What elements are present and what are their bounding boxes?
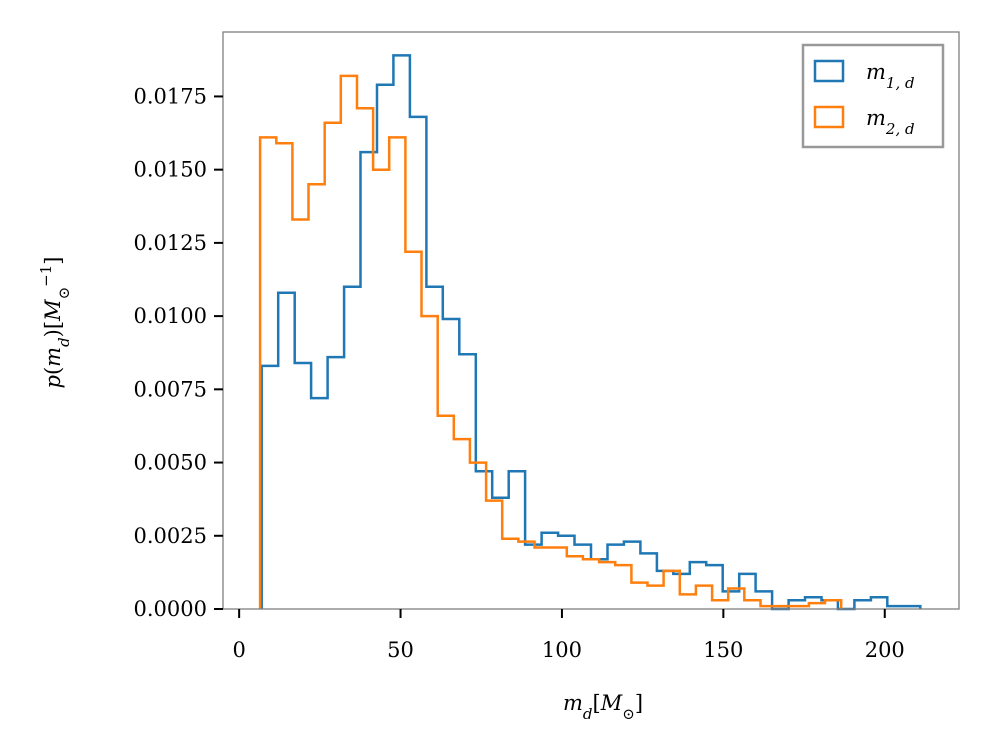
y-tick-label: 0.0125 [134, 231, 207, 255]
histogram-series-1 [260, 54, 922, 611]
y-axis-label: p(md)[M⊙−1] [37, 257, 73, 389]
y-tick-label: 0.0150 [134, 158, 207, 182]
y-tick-label: 0.0100 [134, 304, 207, 328]
x-axis-label-msun: M [600, 691, 623, 715]
y-tick-label: 0.0175 [134, 84, 207, 108]
histogram-series-2 [258, 74, 843, 609]
y-tick-label: 0.0000 [134, 597, 207, 621]
y-axis-label-main: p [41, 375, 65, 388]
x-tick-label: 100 [542, 638, 582, 662]
legend-label-m1: m1, d [866, 60, 915, 92]
x-tick-label: 50 [387, 638, 414, 662]
x-axis: 0 50 100 150 200 [232, 609, 905, 662]
series-layer [258, 54, 922, 611]
legend-swatch-m2 [813, 105, 845, 129]
plot-frame [222, 31, 960, 610]
y-axis: 0.0000 0.0025 0.0050 0.0075 0.0100 0.0125 0.01… [134, 84, 223, 621]
x-tick-label: 200 [865, 638, 905, 662]
legend-label-m2: m2, d [866, 106, 915, 138]
x-tick-label: 150 [703, 638, 743, 662]
y-tick-label: 0.0075 [134, 377, 207, 401]
legend: m1, d m2, d [801, 43, 945, 149]
x-axis-label-sun-sub: ⊙ [622, 705, 635, 723]
y-tick-label: 0.0050 [134, 451, 207, 475]
x-axis-label-sub: d [583, 705, 593, 723]
x-axis-label: md[M⊙] [563, 691, 643, 723]
x-tick-label: 0 [232, 638, 245, 662]
legend-swatch-m1 [813, 59, 845, 83]
y-tick-label: 0.0025 [134, 524, 207, 548]
x-axis-label-main: m [563, 691, 583, 715]
x-axis-label-unit: [ [593, 691, 601, 715]
x-axis-label-close: ] [635, 691, 643, 715]
